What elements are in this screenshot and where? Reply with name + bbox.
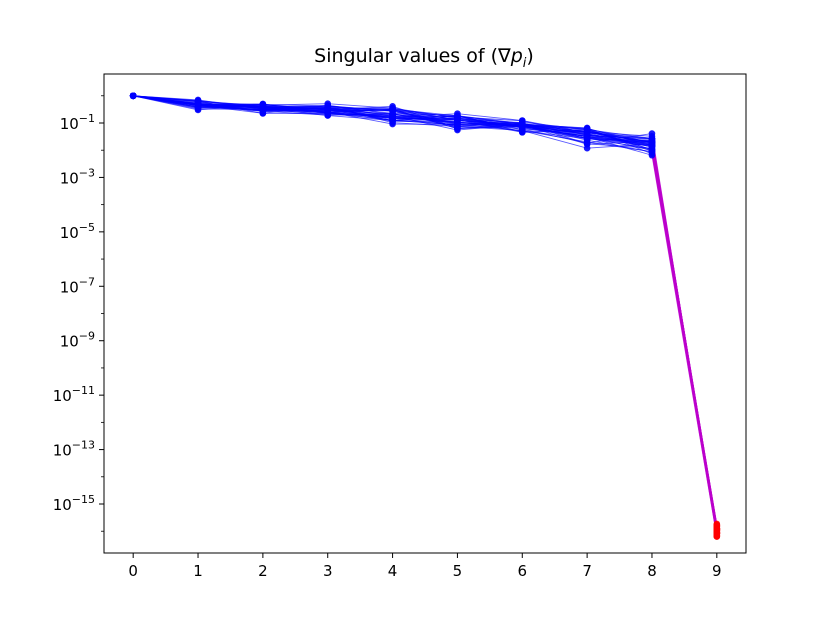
chart-title-close: ) [526,45,533,67]
chart-title-main: Singular values of (∇ [314,45,511,67]
x-tick-label: 4 [388,562,398,580]
chart-title-var: p [510,45,523,67]
x-tick-label: 9 [712,562,722,580]
point-marker [583,132,591,139]
drop-segment [651,155,718,537]
y-tick-label: 10−7 [60,275,95,296]
x-tick-label: 3 [323,562,333,580]
y-tick-label: 10−11 [53,384,95,405]
point-marker [194,100,202,108]
point-marker [129,92,137,100]
point-marker [518,121,526,128]
y-tick-label: 10−3 [60,166,95,187]
chart-title: Singular values of (∇pi) [314,45,534,71]
point-marker [259,102,267,110]
y-tick-label: 10−13 [53,439,95,460]
x-tick-label: 6 [517,562,527,580]
x-tick-label: 8 [647,562,657,580]
drop-segment [651,140,718,530]
point-marker [648,137,656,145]
series-layer [129,92,721,540]
y-tick-label: 10−5 [60,221,95,242]
point-marker [389,117,396,124]
point-marker [454,125,461,132]
x-tick-label: 2 [258,562,268,580]
x-tick-label: 1 [193,562,203,580]
point-marker [324,108,332,116]
x-tick-label: 5 [453,562,463,580]
x-tick-label: 0 [128,562,138,580]
x-tick-label: 7 [582,562,592,580]
point-marker [648,145,656,153]
axes-layer: 0 1 2 3 4 5 6 7 8 9 10−1 10−3 10−5 10−7 10−9 10−11 10−13… [53,73,747,580]
y-tick-label: 10−15 [53,493,95,514]
point-marker [259,107,267,115]
last-point-marker [713,526,721,534]
point-marker [389,106,396,113]
point-marker [518,129,526,136]
chart-title-sub: i [523,56,527,71]
y-tick-label: 10−1 [60,112,95,133]
y-tick-label: 10−9 [60,330,95,351]
